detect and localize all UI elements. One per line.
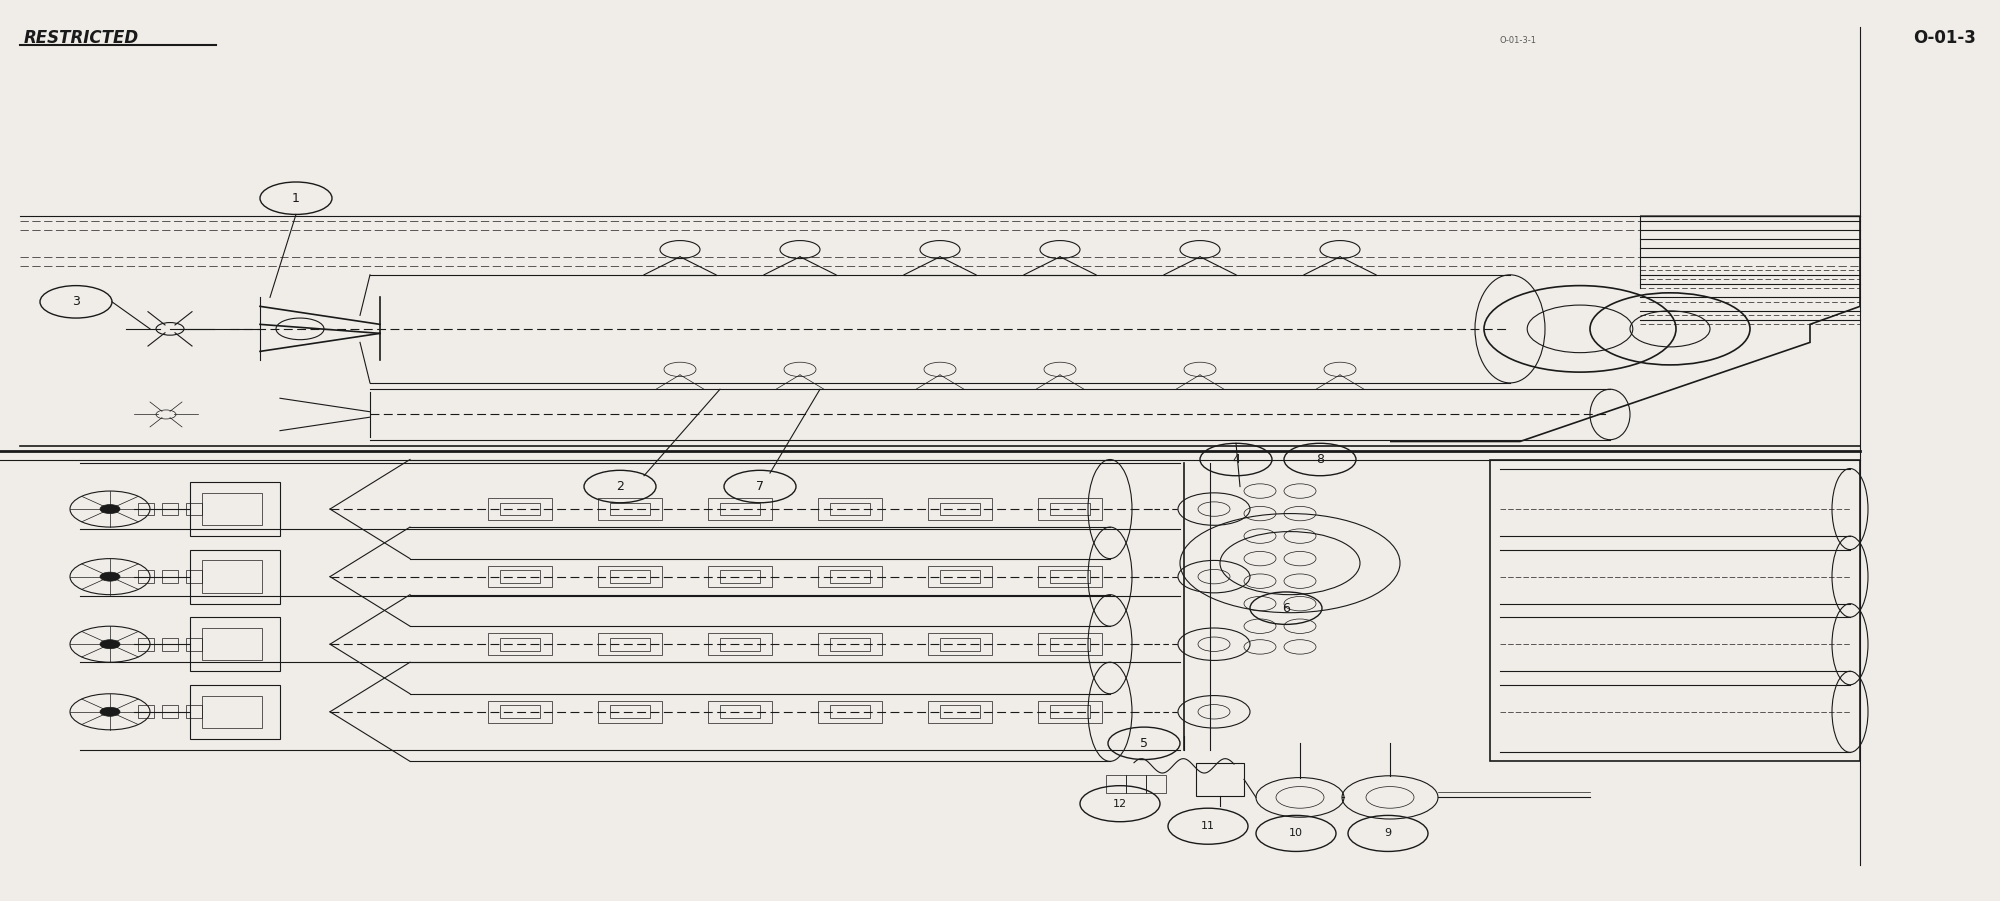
- Bar: [610, 705, 650, 718]
- Text: 10: 10: [1288, 828, 1304, 839]
- Bar: [940, 570, 980, 583]
- Text: 3: 3: [72, 296, 80, 308]
- Text: 9: 9: [1384, 828, 1392, 839]
- Bar: [202, 560, 262, 593]
- Bar: [1490, 460, 1860, 761]
- Text: 4: 4: [1232, 453, 1240, 466]
- Bar: [488, 633, 552, 655]
- Bar: [1146, 775, 1166, 793]
- Text: 8: 8: [1316, 453, 1324, 466]
- Bar: [202, 493, 262, 525]
- Text: RESTRICTED: RESTRICTED: [24, 29, 140, 47]
- Bar: [830, 638, 870, 651]
- Bar: [610, 503, 650, 515]
- Bar: [1126, 775, 1146, 793]
- Bar: [598, 633, 662, 655]
- Bar: [138, 638, 154, 651]
- Circle shape: [100, 707, 120, 716]
- Bar: [928, 633, 992, 655]
- Bar: [190, 617, 280, 671]
- Bar: [500, 570, 540, 583]
- Bar: [1050, 705, 1090, 718]
- Bar: [720, 503, 760, 515]
- Bar: [598, 498, 662, 520]
- Bar: [708, 633, 772, 655]
- Bar: [138, 503, 154, 515]
- Bar: [610, 638, 650, 651]
- Bar: [162, 638, 178, 651]
- Bar: [818, 701, 882, 723]
- Text: 6: 6: [1282, 602, 1290, 614]
- Bar: [928, 566, 992, 587]
- Bar: [940, 503, 980, 515]
- Bar: [162, 570, 178, 583]
- Bar: [830, 570, 870, 583]
- Bar: [186, 705, 202, 718]
- Bar: [818, 633, 882, 655]
- Bar: [610, 570, 650, 583]
- Text: 7: 7: [756, 480, 764, 493]
- Bar: [162, 503, 178, 515]
- Text: 2: 2: [616, 480, 624, 493]
- Bar: [190, 482, 280, 536]
- Bar: [928, 701, 992, 723]
- Bar: [190, 550, 280, 604]
- Circle shape: [100, 640, 120, 649]
- Bar: [708, 701, 772, 723]
- Bar: [720, 638, 760, 651]
- Bar: [818, 498, 882, 520]
- Bar: [1038, 498, 1102, 520]
- Bar: [1050, 570, 1090, 583]
- Bar: [1038, 633, 1102, 655]
- Bar: [500, 705, 540, 718]
- Text: 11: 11: [1200, 821, 1216, 832]
- Bar: [138, 705, 154, 718]
- Text: O-01-3-1: O-01-3-1: [1500, 36, 1536, 45]
- Bar: [928, 498, 992, 520]
- Bar: [186, 638, 202, 651]
- Bar: [488, 566, 552, 587]
- Bar: [1050, 503, 1090, 515]
- Bar: [830, 705, 870, 718]
- Bar: [1106, 775, 1126, 793]
- Bar: [162, 705, 178, 718]
- Circle shape: [156, 410, 176, 419]
- Circle shape: [156, 323, 184, 335]
- Bar: [500, 503, 540, 515]
- Bar: [186, 570, 202, 583]
- Bar: [720, 705, 760, 718]
- Bar: [830, 503, 870, 515]
- Bar: [940, 638, 980, 651]
- Text: 12: 12: [1112, 798, 1128, 809]
- Bar: [940, 705, 980, 718]
- Bar: [488, 498, 552, 520]
- Bar: [1050, 638, 1090, 651]
- Bar: [202, 696, 262, 728]
- Bar: [138, 570, 154, 583]
- Circle shape: [100, 572, 120, 581]
- Bar: [488, 701, 552, 723]
- Text: 5: 5: [1140, 737, 1148, 750]
- Bar: [1196, 763, 1244, 796]
- Bar: [720, 570, 760, 583]
- Text: O-01-3: O-01-3: [1914, 29, 1976, 47]
- Circle shape: [100, 505, 120, 514]
- Bar: [708, 566, 772, 587]
- Bar: [708, 498, 772, 520]
- Bar: [598, 701, 662, 723]
- Text: 1: 1: [292, 192, 300, 205]
- Bar: [1038, 566, 1102, 587]
- Bar: [1038, 701, 1102, 723]
- Bar: [186, 503, 202, 515]
- Bar: [500, 638, 540, 651]
- Bar: [190, 685, 280, 739]
- Bar: [202, 628, 262, 660]
- Bar: [818, 566, 882, 587]
- Bar: [598, 566, 662, 587]
